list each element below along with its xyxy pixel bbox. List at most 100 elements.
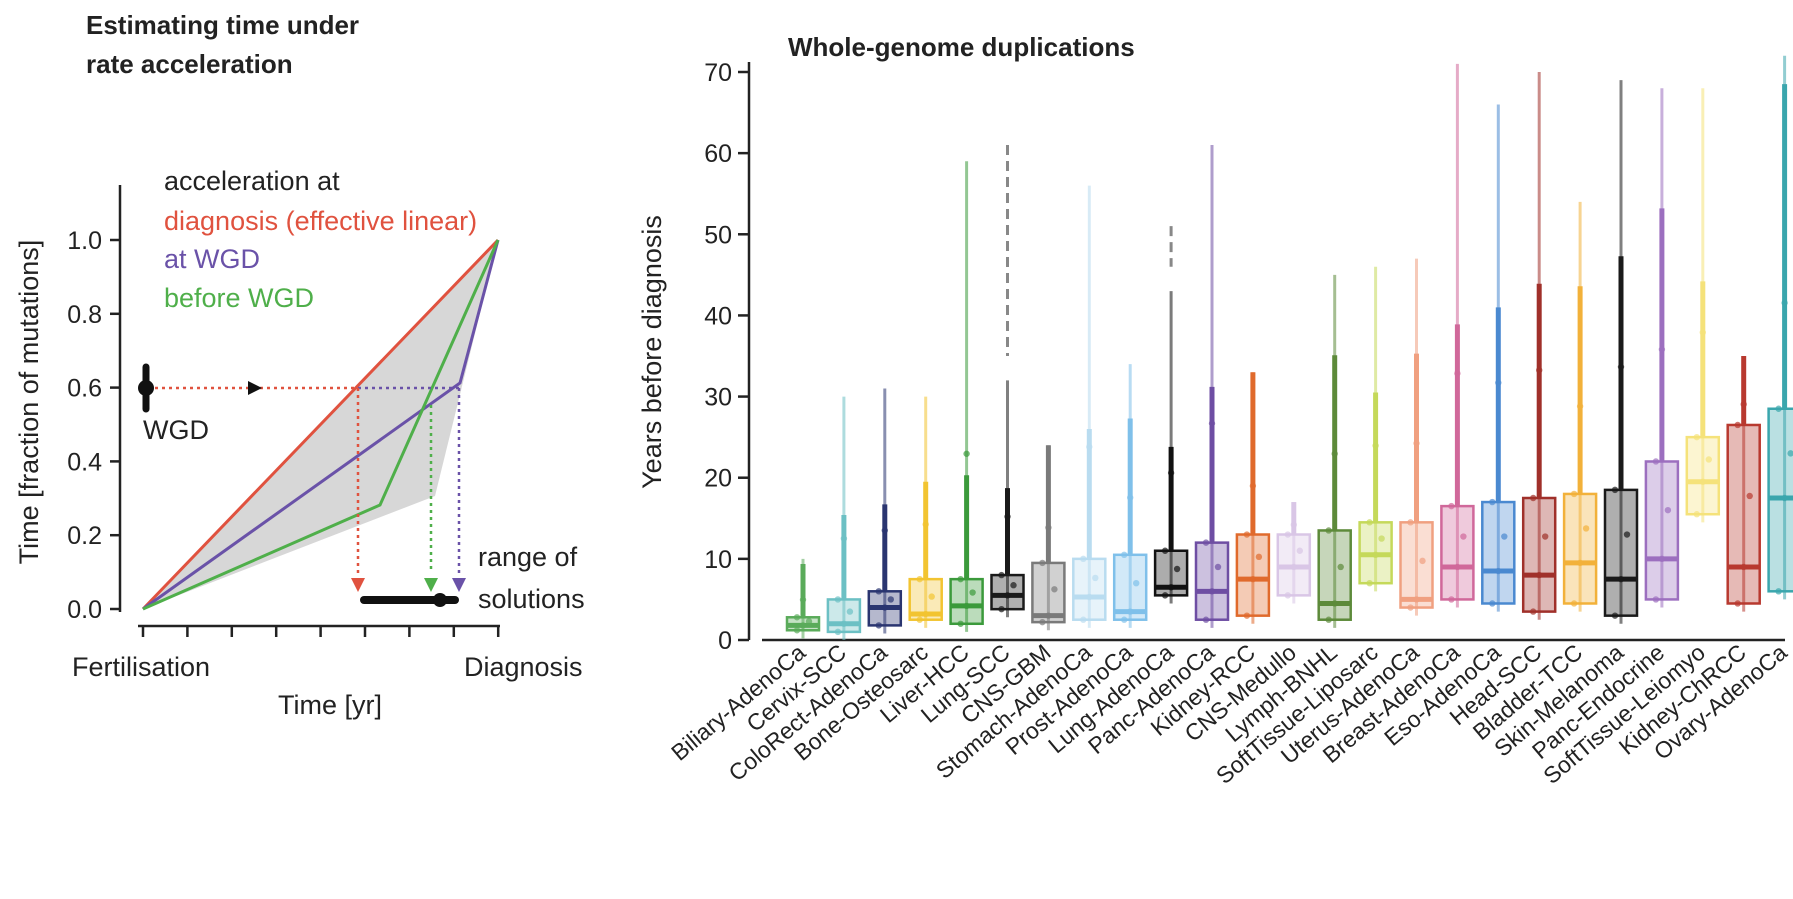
- right-y-tick-label: 50: [704, 221, 732, 249]
- data-point: [1617, 575, 1625, 583]
- data-point: [1787, 450, 1793, 457]
- data-point: [963, 602, 970, 610]
- legend-heading: acceleration at: [164, 166, 340, 196]
- box-SoftTissue-Liposarc: [1358, 266, 1393, 592]
- box-Uterus-AdenoCa: [1399, 258, 1434, 616]
- box-Liver-HCC: [949, 161, 984, 632]
- data-point: [834, 596, 842, 603]
- data-point: [799, 596, 807, 603]
- left-title-line2: rate acceleration: [86, 49, 293, 79]
- data-point: [875, 588, 882, 595]
- box-SoftTissue-Leiomyo: [1685, 88, 1721, 523]
- data-point: [1127, 608, 1134, 615]
- x-end-label: Diagnosis: [464, 652, 583, 682]
- data-point: [1325, 616, 1332, 623]
- data-point: [799, 622, 807, 629]
- data-point: [1734, 421, 1741, 429]
- data-point: [1734, 600, 1741, 607]
- data-point: [916, 616, 923, 623]
- left-y-tick-label: 0.2: [67, 522, 102, 550]
- data-point: [1740, 563, 1747, 571]
- right-y-tick-label: 10: [704, 546, 732, 574]
- data-point: [1366, 519, 1373, 526]
- data-point: [1243, 531, 1251, 538]
- right-y-tick-label: 40: [704, 302, 732, 330]
- left-title-line1: Estimating time under: [86, 10, 359, 40]
- data-point: [1372, 551, 1379, 558]
- box-Kidney-RCC: [1235, 372, 1271, 624]
- left-y-tick-label: 0.4: [67, 448, 102, 476]
- data-point: [1010, 582, 1017, 589]
- data-point: [957, 575, 964, 583]
- data-point: [1746, 492, 1753, 500]
- line-effective-linear: [141, 238, 500, 611]
- box-CNS-Medullo: [1276, 502, 1312, 604]
- data-point: [1039, 559, 1046, 567]
- box: [1603, 488, 1639, 617]
- data-point: [887, 596, 894, 603]
- data-point: [1489, 498, 1496, 506]
- data-point: [1693, 511, 1701, 518]
- box: [1072, 557, 1107, 621]
- data-point: [1542, 533, 1549, 540]
- data-point: [1652, 596, 1660, 603]
- data-point: [1536, 367, 1543, 374]
- data-point: [1372, 442, 1379, 449]
- data-point: [875, 622, 882, 629]
- data-point: [1249, 575, 1257, 583]
- box: [1644, 460, 1680, 601]
- line-before-wgd: [142, 239, 500, 611]
- data-point: [922, 521, 929, 528]
- box-Cervix-SCC: [826, 396, 862, 640]
- data-point: [1611, 486, 1619, 494]
- right-y-tick-label: 70: [704, 59, 732, 87]
- wgd-arrowhead: [248, 381, 262, 395]
- box: [1031, 561, 1066, 624]
- data-point: [1255, 553, 1263, 561]
- data-point: [916, 575, 923, 583]
- data-point: [1325, 527, 1332, 534]
- data-point: [1501, 533, 1508, 540]
- data-point: [1617, 363, 1625, 371]
- data-point: [1121, 616, 1128, 623]
- box-CNS-GBM: [1031, 445, 1066, 631]
- box-Lung-SCC: [990, 145, 1025, 618]
- category-labels: Biliary-AdenoCaCervix-SCCColoRect-AdenoC…: [666, 639, 1792, 789]
- data-point: [1407, 519, 1414, 526]
- data-point: [1582, 525, 1590, 532]
- data-point: [881, 604, 888, 611]
- legend-effective-linear: diagnosis (effective linear): [164, 206, 477, 236]
- legend-at-wgd: at WGD: [164, 244, 260, 274]
- box-Breast-AdenoCa: [1440, 63, 1475, 608]
- data-point: [1004, 592, 1011, 599]
- box: [1399, 521, 1434, 609]
- wgd-marker-dot: [138, 380, 154, 396]
- data-point: [1570, 600, 1578, 607]
- data-point: [1331, 600, 1338, 607]
- data-point: [1413, 596, 1420, 603]
- data-point: [1693, 433, 1701, 441]
- data-point: [1699, 329, 1707, 336]
- data-point: [1331, 450, 1338, 457]
- data-point: [1290, 521, 1298, 528]
- box-plots: [785, 55, 1793, 640]
- data-point: [1161, 592, 1169, 599]
- drop-arrow-red: [351, 578, 365, 592]
- data-point: [1413, 440, 1420, 447]
- data-point: [1080, 616, 1087, 623]
- data-point: [1086, 593, 1093, 601]
- left-panel: Estimating time under rate acceleration …: [14, 10, 585, 720]
- box: [1521, 496, 1557, 613]
- drop-arrow-green: [424, 578, 438, 592]
- range-center-dot: [433, 593, 447, 607]
- data-point: [1173, 565, 1181, 573]
- box-Eso-AdenoCa: [1481, 104, 1516, 612]
- right-y-tick-label: 60: [704, 140, 732, 168]
- data-point: [969, 589, 976, 596]
- data-point: [1051, 586, 1058, 593]
- box: [1481, 500, 1516, 605]
- data-point: [1407, 604, 1414, 611]
- data-point: [1243, 612, 1251, 619]
- data-point: [1623, 531, 1631, 538]
